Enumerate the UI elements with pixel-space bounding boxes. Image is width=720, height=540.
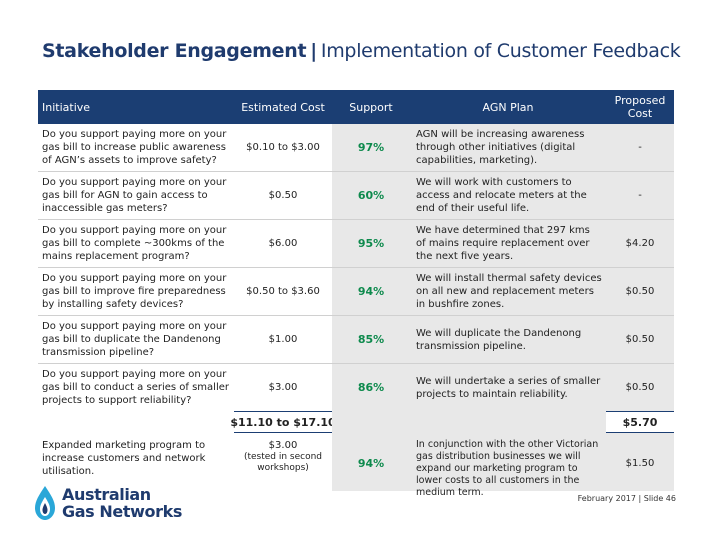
table-row-estimated-cost: $0.50 xyxy=(234,172,332,219)
logo-line1: Australian xyxy=(62,485,151,504)
table-row-proposed-cost: $0.50 xyxy=(606,316,674,363)
total-proposed-cost: $5.70 xyxy=(606,411,674,433)
table-row-support: 94% xyxy=(332,268,410,315)
table-row-support: 85% xyxy=(332,316,410,363)
table-row-proposed-cost: $4.20 xyxy=(606,220,674,267)
extra-row-cost-value: $3.00 xyxy=(268,440,298,451)
extra-row-agn-plan: In conjunction with the other Victorian … xyxy=(410,433,606,498)
table-row-support: 95% xyxy=(332,220,410,267)
table-row-estimated-cost: $1.00 xyxy=(234,316,332,363)
extra-row-estimated-cost: $3.00 (tested in second workshops) xyxy=(234,433,332,491)
header-estimated-cost: Estimated Cost xyxy=(234,90,332,124)
table-row-initiative: Do you support paying more on your gas b… xyxy=(38,172,234,219)
table-row-support: 97% xyxy=(332,124,410,171)
extra-row-initiative: Expanded marketing program to increase c… xyxy=(38,433,234,491)
header-proposed-cost: Proposed Cost xyxy=(606,90,674,124)
table-row-agn-plan: We have determined that 297 kms of mains… xyxy=(410,220,606,267)
row-divider xyxy=(38,267,674,268)
table-row-agn-plan: We will install thermal safety devices o… xyxy=(410,268,606,315)
table-row-agn-plan: We will duplicate the Dandenong transmis… xyxy=(410,316,606,363)
table-row-proposed-cost: $0.50 xyxy=(606,364,674,411)
table-row-estimated-cost: $3.00 xyxy=(234,364,332,411)
table-row-initiative: Do you support paying more on your gas b… xyxy=(38,124,234,171)
title-subtitle: Implementation of Customer Feedback xyxy=(320,40,681,62)
title-separator: | xyxy=(310,40,317,62)
total-estimated-cost: $11.10 to $17.10 xyxy=(230,411,336,433)
totals-spacer xyxy=(38,411,234,433)
table-row-agn-plan: We will undertake a series of smaller pr… xyxy=(410,364,606,411)
totals-row: $11.10 to $17.10 $5.70 xyxy=(38,411,674,433)
agn-logo: Australian Gas Networks xyxy=(34,485,182,521)
extra-row-cost-note: (tested in second workshops) xyxy=(243,452,323,473)
table-row-estimated-cost: $0.50 to $3.60 xyxy=(234,268,332,315)
table-row-proposed-cost: $0.50 xyxy=(606,268,674,315)
table-row-initiative: Do you support paying more on your gas b… xyxy=(38,316,234,363)
flame-icon xyxy=(35,486,55,520)
slide-footer: February 2017 | Slide 46 xyxy=(577,494,676,503)
table-row-support: 86% xyxy=(332,364,410,411)
table-row-initiative: Do you support paying more on your gas b… xyxy=(38,364,234,411)
page-title: Stakeholder Engagement | Implementation of… xyxy=(42,40,681,62)
logo-text: Australian Gas Networks xyxy=(62,486,182,520)
title-main: Stakeholder Engagement xyxy=(42,40,307,62)
table-row-agn-plan: We will work with customers to access an… xyxy=(410,172,606,219)
row-divider xyxy=(38,171,674,172)
row-divider xyxy=(38,363,674,364)
header-agn-plan: AGN Plan xyxy=(410,90,606,124)
feedback-table: Initiative Estimated Cost Support AGN Pl… xyxy=(38,90,674,498)
table-row-initiative: Do you support paying more on your gas b… xyxy=(38,268,234,315)
table-row-support: 60% xyxy=(332,172,410,219)
table-row-proposed-cost: - xyxy=(606,172,674,219)
header-support: Support xyxy=(332,90,410,124)
table-row-initiative: Do you support paying more on your gas b… xyxy=(38,220,234,267)
logo-line2: Gas Networks xyxy=(62,502,182,521)
table-row-estimated-cost: $0.10 to $3.00 xyxy=(234,124,332,171)
table-row-agn-plan: AGN will be increasing awareness through… xyxy=(410,124,606,171)
extra-row-proposed-cost: $1.50 xyxy=(606,433,674,491)
extra-row-support: 94% xyxy=(332,433,410,491)
table-row-estimated-cost: $6.00 xyxy=(234,220,332,267)
header-initiative: Initiative xyxy=(38,90,234,124)
row-divider xyxy=(38,315,674,316)
totals-gap xyxy=(332,411,606,433)
row-divider xyxy=(38,219,674,220)
table-row-proposed-cost: - xyxy=(606,124,674,171)
